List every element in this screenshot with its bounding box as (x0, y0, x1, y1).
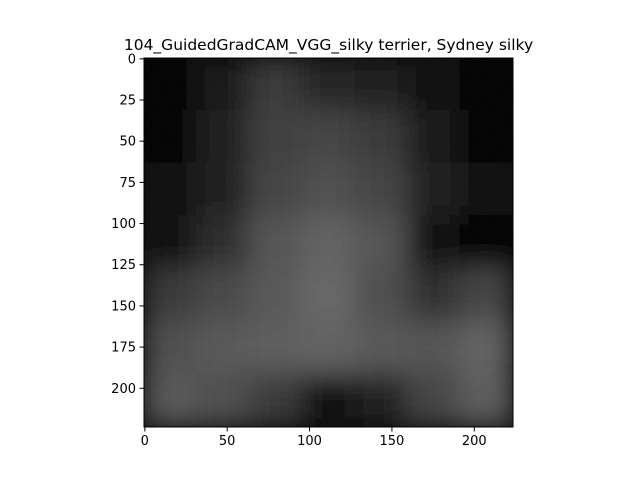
y-tick-label: 0 (128, 52, 136, 67)
y-tick-label: 25 (119, 94, 136, 109)
x-tick-label: 200 (462, 434, 487, 449)
x-axis: 0 50 100 150 200 (141, 427, 487, 449)
chart-title: 104_GuidedGradCAM_VGG_silky terrier, Syd… (124, 36, 533, 55)
title-group: 104_GuidedGradCAM_VGG_silky terrier, Syd… (124, 36, 533, 55)
y-tick-label: 100 (111, 217, 136, 232)
x-tick-label: 100 (297, 434, 322, 449)
y-tick-label: 200 (111, 382, 136, 397)
texture-overlay (144, 58, 513, 427)
plot-frame (143, 57, 514, 428)
y-tick-label: 125 (111, 258, 136, 273)
y-tick-label: 150 (111, 299, 136, 314)
x-tick-label: 150 (380, 434, 405, 449)
y-tick-label: 75 (119, 176, 136, 191)
x-tick-label: 0 (141, 434, 149, 449)
y-tick-label: 50 (119, 135, 136, 150)
y-tick-label: 175 (111, 341, 136, 356)
x-tick-label: 50 (219, 434, 236, 449)
y-axis: 0 25 50 75 100 125 150 175 200 (111, 52, 144, 397)
plot-area (144, 58, 513, 427)
